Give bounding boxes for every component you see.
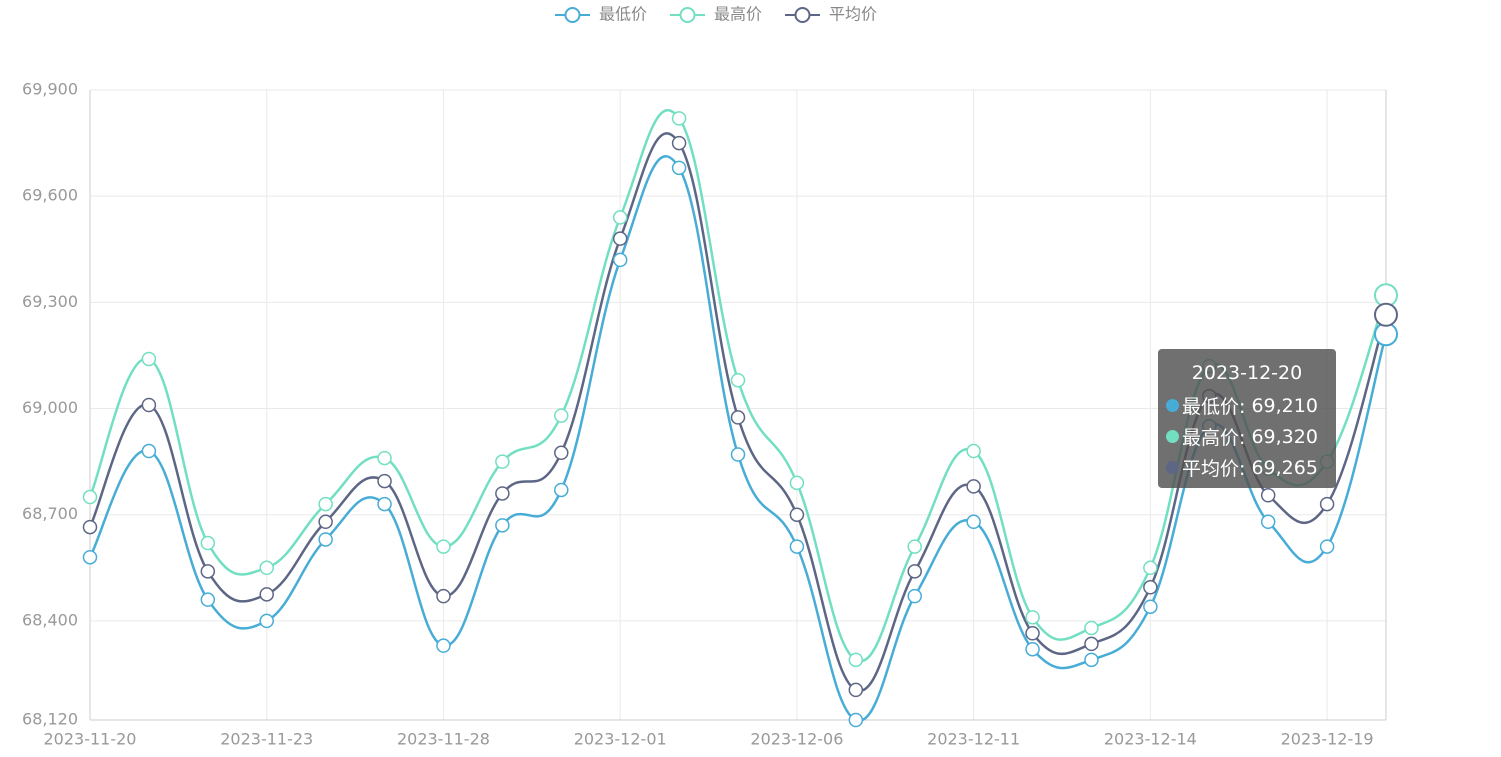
data-point	[789, 475, 805, 491]
data-point	[200, 564, 216, 579]
data-point	[82, 549, 98, 565]
legend-label: 最低价	[599, 5, 647, 24]
data-point	[1319, 539, 1335, 554]
data-point	[1025, 610, 1040, 625]
data-point	[554, 482, 569, 498]
data-point	[612, 252, 628, 268]
tooltip-marker	[1166, 399, 1179, 412]
data-point	[141, 397, 157, 413]
data-point	[495, 518, 510, 533]
y-tick-label: 69,000	[22, 398, 78, 417]
data-point	[259, 587, 274, 602]
x-tick-label: 2023-11-20	[44, 730, 137, 749]
data-point	[1319, 496, 1335, 512]
data-point	[436, 588, 451, 604]
data-point	[259, 613, 274, 629]
y-tick-label: 69,300	[22, 292, 78, 311]
data-point	[907, 564, 922, 579]
x-tick-label: 2023-12-19	[1281, 730, 1374, 749]
data-point	[789, 507, 805, 522]
y-tick-label: 69,900	[22, 80, 78, 99]
tooltip-marker	[1166, 430, 1179, 443]
tooltip-series-name: 最高价	[1182, 423, 1251, 450]
x-tick-label: 2023-11-23	[220, 730, 313, 749]
data-point	[1025, 641, 1040, 657]
y-tick-label: 68,400	[22, 610, 78, 629]
x-tick-label: 2023-12-11	[927, 730, 1020, 749]
legend-label: 最高价	[714, 5, 762, 24]
data-point	[495, 486, 510, 501]
data-point	[730, 372, 746, 388]
data-point	[82, 489, 98, 505]
legend-icon	[679, 7, 696, 23]
data-point	[1260, 488, 1276, 503]
data-point	[907, 588, 922, 604]
data-point	[612, 231, 628, 246]
tooltip-row: 平均价69,265	[1166, 452, 1328, 483]
legend-icon	[794, 7, 811, 23]
data-point	[1025, 626, 1040, 641]
data-point	[1084, 636, 1099, 652]
data-point	[1084, 652, 1099, 668]
data-point	[1260, 514, 1276, 530]
data-point	[730, 447, 746, 462]
data-point	[966, 443, 981, 459]
y-tick-label: 68,120	[22, 710, 78, 729]
data-point	[1143, 580, 1158, 595]
tooltip-value: 69,320	[1251, 425, 1318, 448]
data-point	[730, 410, 746, 425]
tooltip: 2023-12-20 最低价69,210最高价69,320平均价69,265	[1158, 349, 1336, 488]
legend: 最低价 最高价 平均价	[555, 5, 877, 24]
legend-label: 平均价	[829, 5, 877, 24]
data-point	[377, 473, 392, 489]
data-point	[259, 560, 274, 576]
data-point	[848, 652, 864, 668]
data-point	[318, 532, 333, 547]
x-tick-label: 2023-11-28	[397, 730, 490, 749]
data-point	[907, 539, 922, 554]
x-tick-label: 2023-12-01	[574, 730, 667, 749]
y-tick-label: 68,700	[22, 504, 78, 523]
y-tick-label: 69,600	[22, 186, 78, 205]
data-point	[436, 539, 451, 554]
data-point	[318, 496, 333, 512]
data-point	[141, 351, 157, 367]
data-point	[318, 514, 333, 530]
data-point	[377, 450, 392, 466]
tooltip-series-name: 平均价	[1182, 454, 1251, 481]
data-point	[554, 408, 569, 423]
data-point	[671, 135, 687, 151]
data-point	[1143, 599, 1158, 614]
data-point	[377, 496, 392, 512]
tooltip-series-name: 最低价	[1182, 392, 1251, 419]
data-point	[671, 111, 687, 126]
data-point	[200, 592, 216, 607]
data-point	[966, 514, 981, 530]
data-point	[966, 479, 981, 494]
data-point	[141, 443, 157, 459]
data-point	[1374, 302, 1398, 327]
data-point	[789, 539, 805, 554]
tooltip-row: 最高价69,320	[1166, 421, 1328, 452]
data-point	[495, 454, 510, 469]
data-point	[554, 445, 569, 461]
data-point	[436, 638, 451, 653]
data-point	[848, 712, 864, 728]
tooltip-title: 2023-12-20	[1191, 362, 1303, 384]
data-point	[612, 210, 628, 225]
x-tick-label: 2023-12-06	[750, 730, 843, 749]
data-point	[848, 682, 864, 698]
tooltip-value: 69,265	[1251, 456, 1318, 479]
tooltip-row: 最低价69,210	[1166, 390, 1328, 421]
data-point	[200, 535, 216, 551]
data-point	[82, 519, 98, 535]
tooltip-marker	[1166, 461, 1179, 474]
tooltip-value: 69,210	[1251, 394, 1318, 417]
data-point	[671, 160, 687, 176]
legend-icon	[564, 7, 581, 23]
data-point	[1084, 620, 1099, 636]
data-point	[1143, 560, 1158, 576]
x-tick-label: 2023-12-14	[1104, 730, 1197, 749]
